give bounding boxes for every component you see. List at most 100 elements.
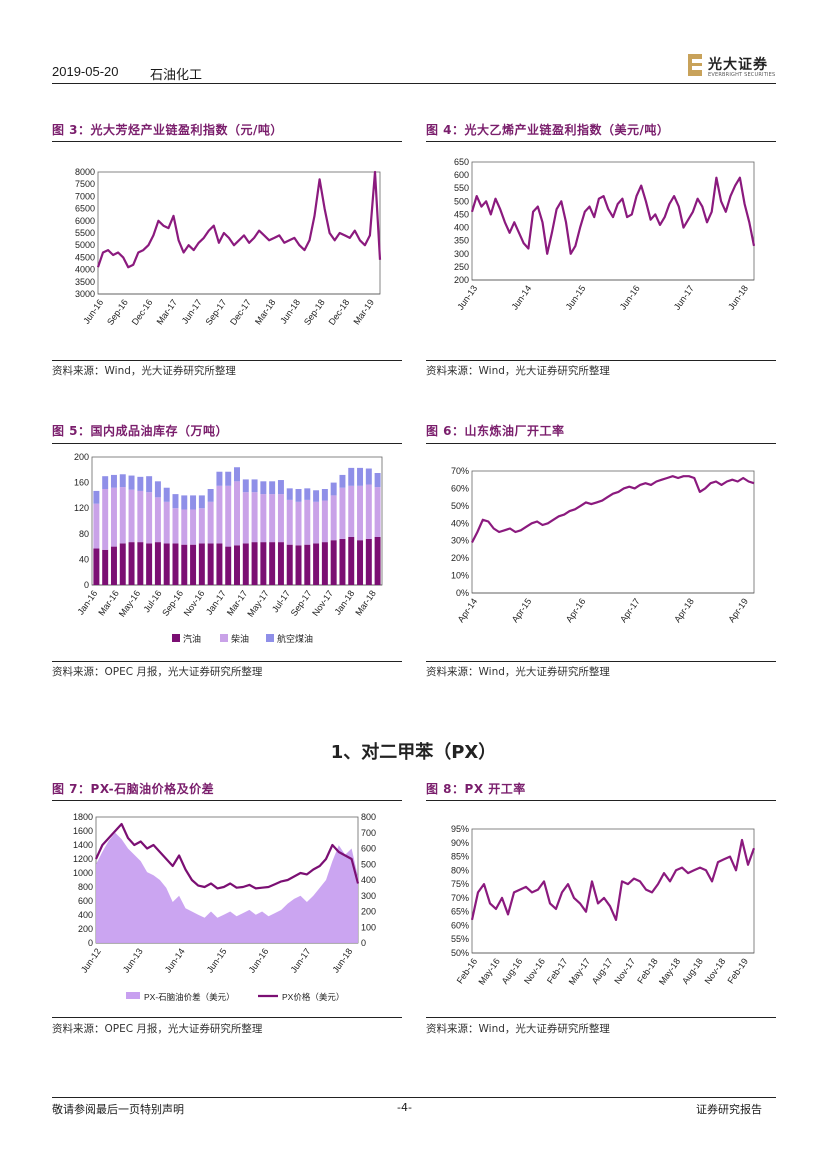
fig3-xtick: Dec-16 — [130, 297, 155, 327]
fig5-bar-gasoline — [207, 543, 214, 585]
fig5-title: 图 5：国内成品油库存（万吨） — [52, 424, 229, 438]
fig5-bar-gasoline — [269, 542, 276, 585]
fig5-bar-gasoline — [110, 546, 117, 585]
fig4-ytick: 550 — [454, 183, 469, 193]
footer-rule — [52, 1097, 776, 1098]
fig5-bar-gasoline — [216, 543, 223, 585]
fig6-source: 资料来源：Wind，光大证券研究所整理 — [426, 666, 610, 678]
fig8-ytick: 95% — [451, 824, 469, 834]
fig5-ytick: 200 — [74, 452, 89, 462]
fig6-ytick: 30% — [451, 536, 469, 546]
fig5-bar-jetfuel — [102, 476, 109, 489]
fig8-xtick: Nov-18 — [703, 956, 728, 986]
fig8-title: 图 8：PX 开工率 — [426, 782, 526, 796]
fig5-ytick: 120 — [74, 503, 89, 513]
fig5-top-rule — [52, 443, 402, 444]
fig5-bar-diesel — [128, 489, 135, 543]
fig3-xtick: Sep-17 — [203, 297, 228, 327]
fig5-xtick: Nov-16 — [182, 588, 207, 618]
fig5-bar-diesel — [216, 485, 223, 544]
fig8-ytick: 90% — [451, 838, 469, 848]
fig4-xtick: Jun-16 — [618, 283, 642, 311]
fig8-xtick: Aug-17 — [590, 956, 615, 986]
fig5-bar-jetfuel — [277, 480, 284, 495]
fig8-xtick: May-17 — [567, 956, 592, 986]
fig3-ytick: 8000 — [75, 167, 95, 177]
fig5-bar-diesel — [102, 489, 109, 550]
fig4-xtick: Jun-17 — [672, 283, 696, 311]
fig5-bar-gasoline — [225, 546, 232, 585]
fig5-bar-gasoline — [172, 543, 179, 585]
fig5-ytick: 0 — [84, 580, 89, 590]
header-rule — [52, 83, 776, 84]
fig7-xtick: Jun-13 — [121, 946, 145, 974]
fig5-bar-gasoline — [119, 543, 126, 585]
fig3-xtick: Dec-18 — [327, 297, 352, 327]
fig5-bar-jetfuel — [146, 476, 153, 493]
fig5-bar-gasoline — [137, 542, 144, 585]
fig4-source: 资料来源：Wind，光大证券研究所整理 — [426, 365, 610, 377]
fig5-bar-gasoline — [190, 544, 197, 585]
fig6-chart: 70% 60% 50% 40% 30% 20% 10% 0%Apr-14 Apr-15 Apr-1… — [451, 466, 755, 624]
fig5-bar-gasoline — [260, 542, 267, 585]
fig5-bar-jetfuel — [163, 487, 170, 502]
fig5-bar-diesel — [330, 495, 337, 541]
fig5-bar-diesel — [190, 509, 197, 545]
fig3-ytick: 6500 — [75, 204, 95, 214]
fig5-xtick: Mar-18 — [353, 588, 378, 617]
fig5-legend-label: 汽油 — [183, 633, 201, 644]
fig5-legend-label: 航空煤油 — [277, 633, 313, 644]
fig7-ytick: 0 — [361, 938, 366, 948]
fig6-bottom-rule — [426, 661, 776, 662]
fig7-source: 资料来源：OPEC 月报，光大证券研究所整理 — [52, 1023, 263, 1035]
fig3-ytick: 4000 — [75, 265, 95, 275]
fig3-xtick: Jun-16 — [81, 297, 105, 325]
fig5-bar-diesel — [137, 490, 144, 543]
fig5-xtick: Sep-16 — [160, 588, 185, 618]
fig7-ytick: 500 — [361, 859, 376, 869]
fig8-ytick: 60% — [451, 920, 469, 930]
fig3-ytick: 6000 — [75, 216, 95, 226]
report-date: 2019-05-20 — [52, 64, 119, 79]
fig4-series-line — [470, 176, 756, 255]
fig5-bar-diesel — [365, 484, 372, 539]
fig5-bar-diesel — [251, 492, 258, 543]
logo-en-text: EVERBRIGHT SECURITIES — [708, 72, 776, 78]
fig3-plot-frame — [97, 171, 381, 295]
fig5-legend-swatch — [172, 634, 180, 642]
footer-disclaimer: 敬请参阅最后一页特别声明 — [52, 1103, 184, 1116]
fig7-ytick: 200 — [78, 924, 93, 934]
fig5-bar-jetfuel — [198, 495, 205, 509]
fig5-bar-gasoline — [348, 537, 355, 585]
fig5-bar-jetfuel — [260, 481, 267, 495]
fig5-bar-gasoline — [277, 542, 284, 585]
fig3-source: 资料来源：Wind，光大证券研究所整理 — [52, 365, 236, 377]
fig7-legend-label: PX价格（美元） — [282, 992, 344, 1002]
fig3-xtick: Sep-18 — [302, 297, 327, 327]
fig5-bar-gasoline — [234, 545, 240, 585]
fig6-ytick: 40% — [451, 518, 469, 528]
fig5-bar-gasoline — [330, 540, 337, 585]
fig3-xtick: Mar-18 — [253, 297, 278, 326]
fig5-legend-swatch — [220, 634, 228, 642]
fig5-bar-jetfuel — [207, 489, 214, 502]
fig5-bar-gasoline — [321, 542, 328, 585]
fig5-legend-swatch — [266, 634, 274, 642]
fig3-xtick: Jun-18 — [278, 297, 302, 325]
fig5-bar-gasoline — [198, 543, 205, 585]
fig8-xtick: Aug-16 — [500, 956, 525, 986]
fig5-bar-gasoline — [128, 542, 135, 585]
fig5-bar-gasoline — [286, 544, 293, 585]
fig5-xtick: Nov-17 — [310, 588, 335, 618]
fig3-xtick: Sep-16 — [105, 297, 130, 327]
fig6-xtick: Apr-15 — [510, 596, 534, 624]
footer-page-number: -4- — [397, 1101, 412, 1114]
fig4-ytick: 400 — [454, 223, 469, 233]
fig5-bar-diesel — [277, 494, 284, 543]
fig8-ytick: 65% — [451, 907, 469, 917]
fig8-ytick: 50% — [451, 948, 469, 958]
fig6-title: 图 6：山东炼油厂开工率 — [426, 424, 565, 438]
fig5-bar-jetfuel — [251, 479, 258, 493]
